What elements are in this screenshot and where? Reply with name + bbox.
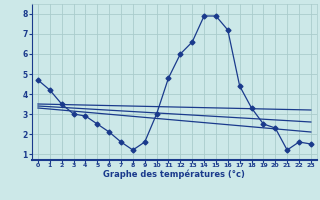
X-axis label: Graphe des températures (°c): Graphe des températures (°c) <box>103 170 245 179</box>
